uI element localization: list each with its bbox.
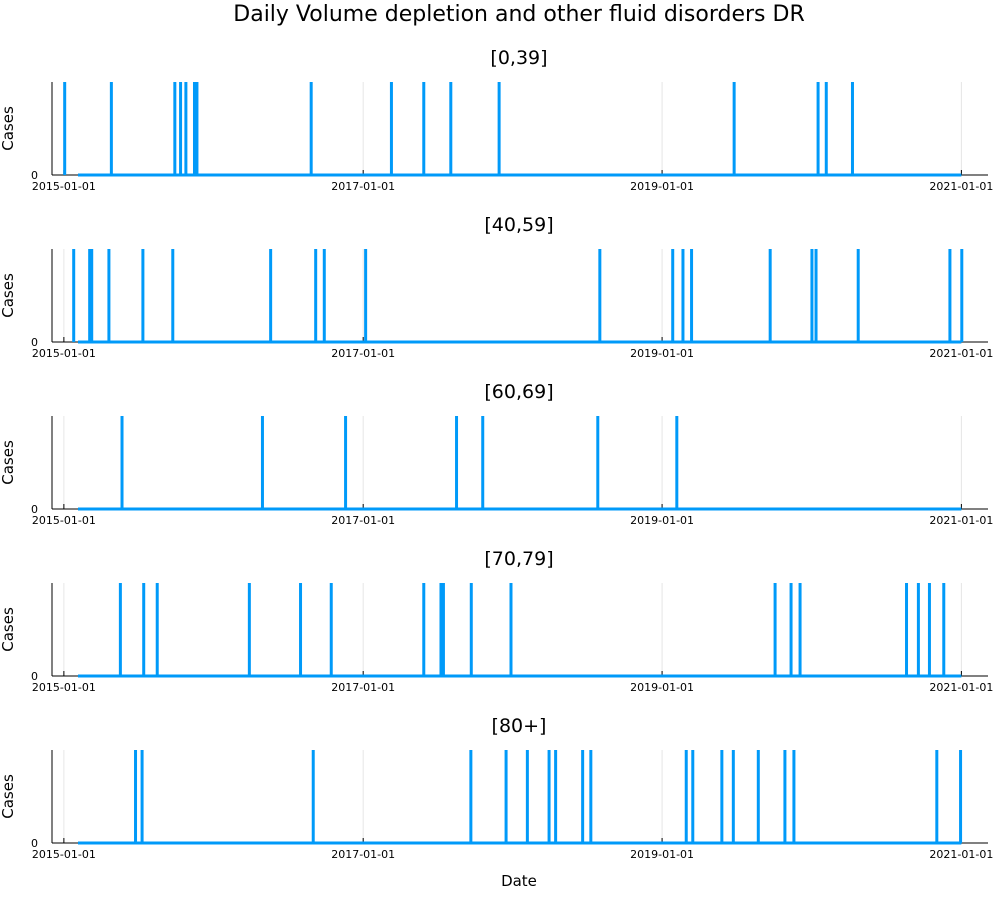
chart-title: Daily Volume depletion and other fluid d… — [233, 2, 804, 27]
y-tick-label: 0 — [31, 670, 38, 683]
y-axis-label: Cases — [0, 774, 17, 819]
x-tick-label: 2017-01-01 — [331, 848, 395, 861]
panel-title: [80+] — [492, 715, 547, 737]
y-axis-label: Cases — [0, 440, 17, 485]
panel: [60,69] 2015-01-01 2017-01-01 2019-01-01 202… — [0, 381, 993, 527]
x-tick-label: 2019-01-01 — [630, 347, 694, 360]
panel-title: [70,79] — [484, 548, 553, 570]
panel-title: [0,39] — [490, 47, 547, 69]
x-tick-label: 2017-01-01 — [331, 180, 395, 193]
panel: [0,39] 2015-01-01 2017-01-01 2019-01-01 2021… — [0, 47, 993, 193]
x-tick-label: 2017-01-01 — [331, 681, 395, 694]
panel: [80+] 2015-01-01 2017-01-01 2019-01-01 2021-… — [0, 715, 993, 861]
x-tick-label: 2021-01-01 — [929, 681, 993, 694]
x-tick-label: 2021-01-01 — [929, 347, 993, 360]
y-tick-label: 0 — [31, 503, 38, 516]
y-tick-label: 0 — [31, 336, 38, 349]
panel: [70,79] 2015-01-01 2017-01-01 2019-01-01 202… — [0, 548, 993, 694]
x-tick-label: 2017-01-01 — [331, 514, 395, 527]
x-tick-label: 2019-01-01 — [630, 180, 694, 193]
x-tick-label: 2015-01-01 — [32, 347, 96, 360]
panels: [0,39] 2015-01-01 2017-01-01 2019-01-01 2021… — [0, 47, 993, 861]
y-tick-label: 0 — [31, 837, 38, 850]
panel-title: [40,59] — [484, 214, 553, 236]
x-tick-label: 2019-01-01 — [630, 681, 694, 694]
x-tick-label: 2015-01-01 — [32, 180, 96, 193]
x-tick-label: 2015-01-01 — [32, 681, 96, 694]
y-tick-label: 0 — [31, 169, 38, 182]
x-tick-label: 2017-01-01 — [331, 347, 395, 360]
x-tick-label: 2021-01-01 — [929, 848, 993, 861]
x-tick-label: 2015-01-01 — [32, 514, 96, 527]
panel: [40,59] 2015-01-01 2017-01-01 2019-01-01 202… — [0, 214, 993, 360]
y-axis-label: Cases — [0, 273, 17, 318]
y-axis-label: Cases — [0, 106, 17, 151]
x-tick-label: 2021-01-01 — [929, 180, 993, 193]
x-tick-label: 2021-01-01 — [929, 514, 993, 527]
x-axis-label: Date — [501, 872, 537, 890]
panel-title: [60,69] — [484, 381, 553, 403]
x-tick-label: 2015-01-01 — [32, 848, 96, 861]
x-tick-label: 2019-01-01 — [630, 514, 694, 527]
y-axis-label: Cases — [0, 607, 17, 652]
x-tick-label: 2019-01-01 — [630, 848, 694, 861]
